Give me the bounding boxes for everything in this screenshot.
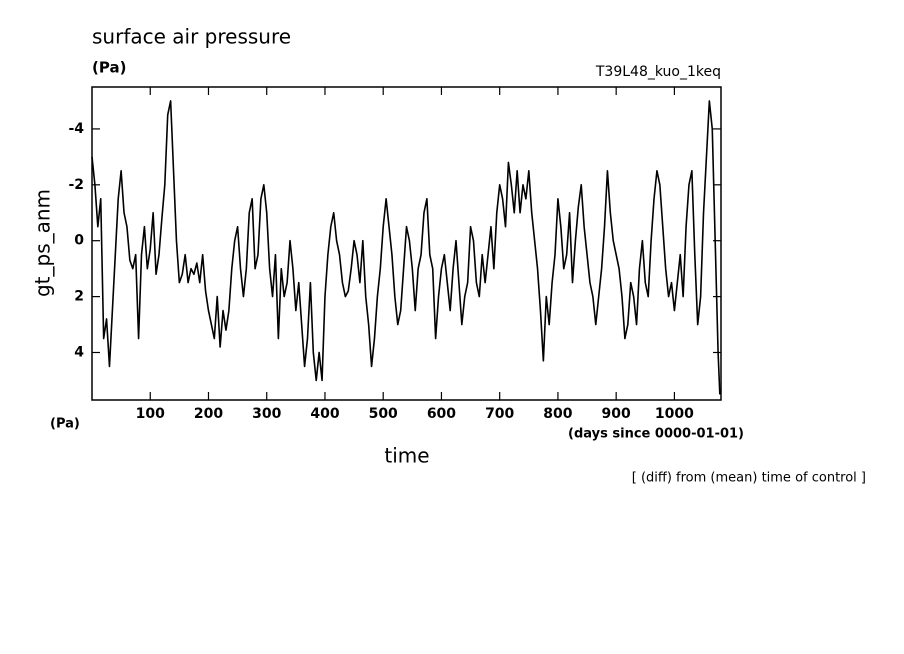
y-tick-label: -2: [68, 177, 84, 193]
chart-title: surface air pressure: [92, 25, 291, 49]
x-tick-label: 400: [310, 406, 339, 422]
y-tick-label: -4: [68, 121, 84, 137]
x-tick-label: 200: [194, 406, 223, 422]
x-axis-label: time: [384, 444, 429, 468]
annotation: [ (diff) from (mean) time of control ]: [632, 471, 866, 486]
x-tick-label: 600: [427, 406, 456, 422]
x-tick-label: 700: [485, 406, 514, 422]
chart-subtitle: (Pa): [92, 59, 126, 77]
x-tick-label: 500: [369, 406, 398, 422]
plot-frame: [91, 86, 722, 401]
x-tick-label: 1000: [655, 406, 694, 422]
x-tick-label: 100: [136, 406, 165, 422]
data-line: [91, 100, 721, 395]
y-tick-label: 2: [74, 289, 84, 305]
x-tick-label: 300: [252, 406, 281, 422]
x-tick-label: 800: [543, 406, 572, 422]
run-label: T39L48_kuo_1keq: [595, 64, 721, 80]
y-tick-label: 0: [74, 233, 84, 249]
x-tick-label: 900: [602, 406, 631, 422]
y-axis-label: gt_ps_anm: [31, 189, 55, 297]
y-tick-label: 4: [74, 344, 84, 360]
y-unit: (Pa): [50, 417, 80, 432]
x-unit: (days since 0000-01-01): [568, 427, 744, 442]
